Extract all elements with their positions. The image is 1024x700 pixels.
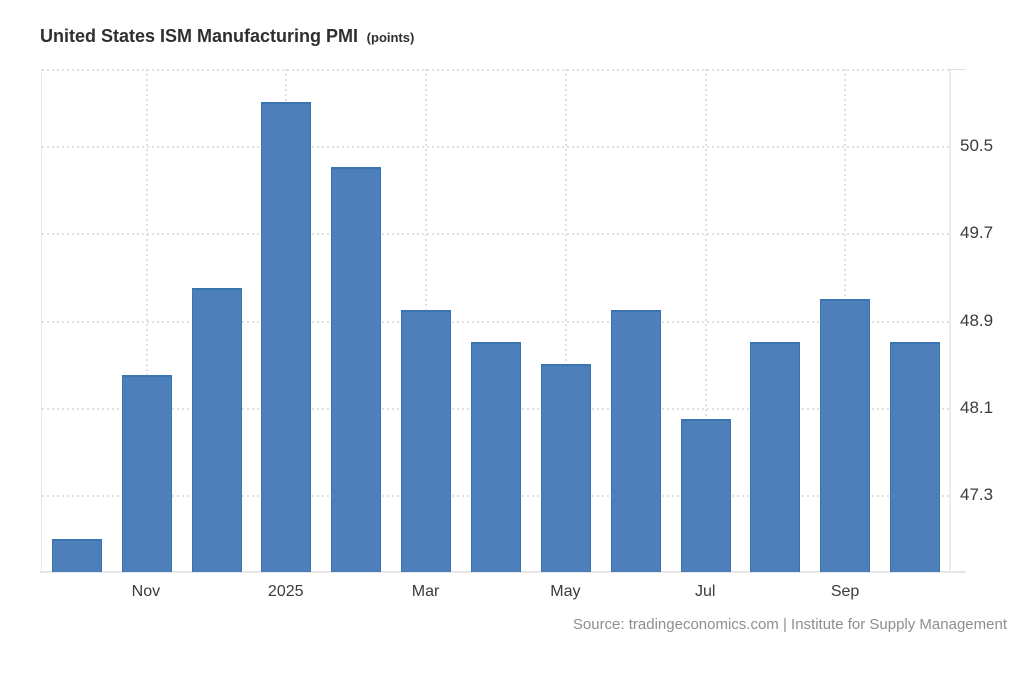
x-tick-label: Mar bbox=[411, 583, 440, 600]
pmi-bar-10[interactable] bbox=[680, 418, 731, 572]
pmi-bar-9[interactable] bbox=[610, 309, 661, 572]
bar-slot bbox=[252, 69, 322, 572]
bar-slot bbox=[391, 69, 461, 572]
x-tick-spacer bbox=[181, 580, 251, 604]
y-tick-label: 48.1 bbox=[960, 397, 994, 417]
plot-area bbox=[41, 69, 950, 572]
y-tick-label: 47.3 bbox=[960, 485, 994, 505]
bar-slot bbox=[182, 69, 252, 572]
x-tick-label: Sep bbox=[830, 583, 860, 600]
pmi-bar-4[interactable] bbox=[261, 101, 312, 572]
x-tick-spacer bbox=[600, 580, 670, 604]
bar-slot bbox=[42, 69, 112, 572]
pmi-bar-7[interactable] bbox=[470, 342, 521, 572]
chart-title-text: United States ISM Manufacturing PMI bbox=[40, 26, 359, 46]
pmi-bar-2[interactable] bbox=[121, 375, 172, 572]
y-axis-line bbox=[949, 69, 951, 572]
x-axis-labels: Nov 2025 Mar May Jul Sep bbox=[41, 580, 950, 604]
pmi-bar-8[interactable] bbox=[540, 364, 591, 572]
y-axis-labels: 50.5 49.7 48.9 48.1 47.3 bbox=[960, 69, 1020, 572]
x-tick-spacer bbox=[321, 580, 391, 604]
bar-slot bbox=[531, 69, 601, 572]
x-tick-label: May bbox=[550, 583, 581, 600]
pmi-bar-5[interactable] bbox=[331, 167, 382, 572]
chart-title: United States ISM Manufacturing PMI (poi… bbox=[40, 26, 414, 47]
pmi-bar-12[interactable] bbox=[820, 298, 871, 572]
y-axis-top-tick bbox=[950, 69, 966, 70]
x-tick-spacer bbox=[461, 580, 531, 604]
y-tick-label: 50.5 bbox=[960, 135, 994, 155]
pmi-bar-6[interactable] bbox=[401, 309, 452, 572]
pmi-bar-11[interactable] bbox=[750, 342, 801, 572]
pmi-bar-1[interactable] bbox=[51, 539, 102, 572]
source-attribution: Source: tradingeconomics.com | Institute… bbox=[572, 616, 1007, 633]
x-tick-label: Jul bbox=[695, 583, 716, 600]
bar-slot bbox=[671, 69, 741, 572]
pmi-bar-13[interactable] bbox=[890, 342, 941, 572]
pmi-bar-3[interactable] bbox=[191, 287, 242, 572]
x-tick-label: 2025 bbox=[267, 583, 304, 600]
chart-unit-label: (points) bbox=[366, 30, 415, 45]
x-tick-spacer bbox=[740, 580, 810, 604]
x-tick-label: Nov bbox=[131, 583, 161, 600]
bar-slot bbox=[810, 69, 880, 572]
y-tick-label: 48.9 bbox=[960, 310, 994, 330]
bar-slot bbox=[321, 69, 391, 572]
bar-slots bbox=[42, 69, 950, 572]
x-axis-line bbox=[40, 571, 966, 573]
bar-slot bbox=[601, 69, 671, 572]
x-tick-spacer bbox=[880, 580, 950, 604]
x-tick-spacer bbox=[41, 580, 111, 604]
bar-slot bbox=[461, 69, 531, 572]
bar-slot bbox=[740, 69, 810, 572]
bar-slot bbox=[112, 69, 182, 572]
bar-slot bbox=[880, 69, 950, 572]
y-tick-label: 49.7 bbox=[960, 223, 994, 243]
